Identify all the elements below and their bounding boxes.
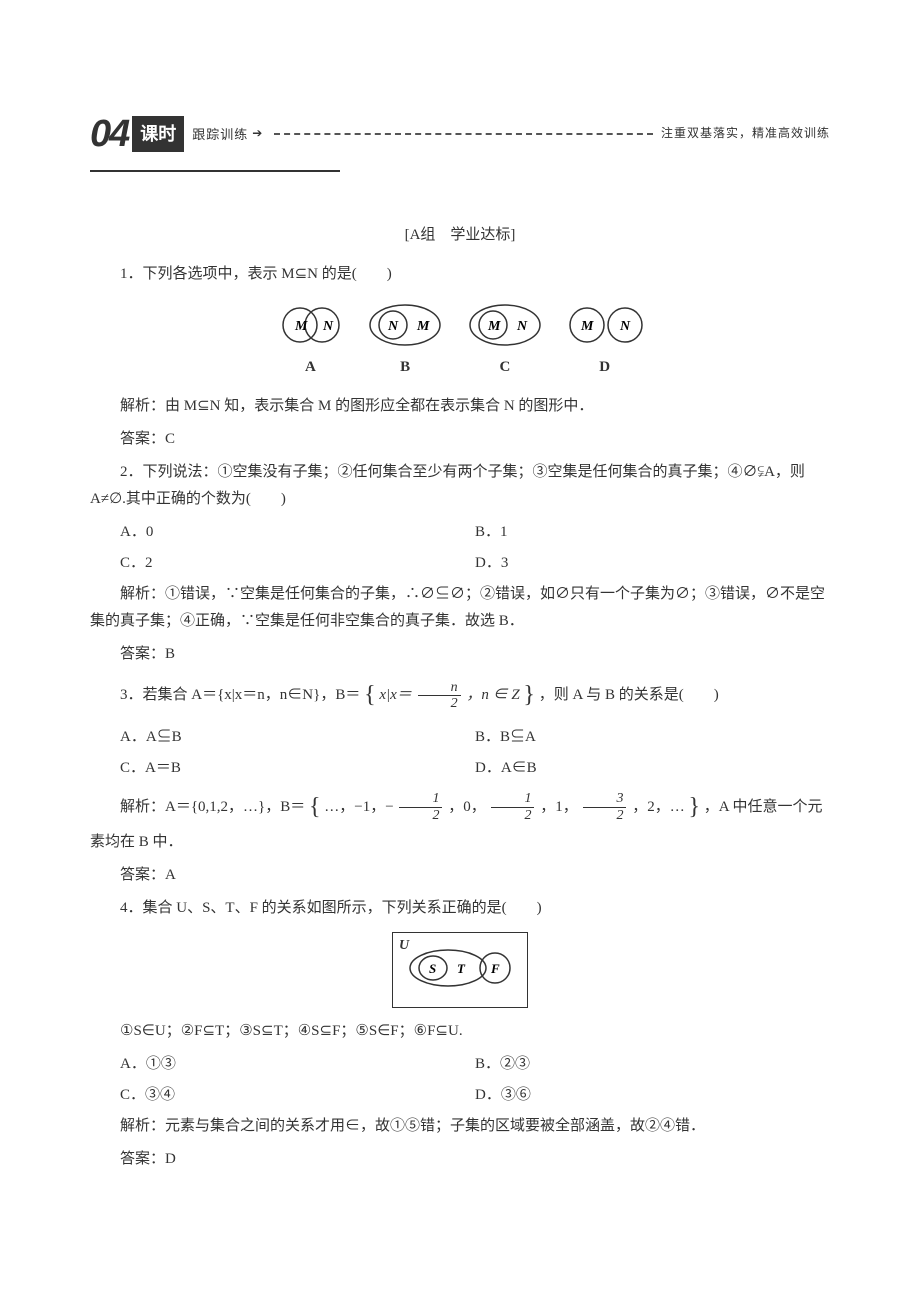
- q2-choice-a: A．0: [120, 519, 475, 546]
- q3-stem-suffix: ，则 A 与 B 的关系是( ): [539, 687, 719, 703]
- q1-venn-d: M N D: [565, 300, 645, 381]
- q3-analysis-prefix: 解析：A＝{0,1,2，…}，B＝: [120, 799, 305, 815]
- arrow-icon: ➔: [252, 123, 262, 145]
- q4-diagram: U S T F: [90, 932, 830, 1008]
- q4-choice-b: B．②③: [475, 1051, 830, 1078]
- venn-label-d: D: [565, 354, 645, 381]
- q3-stem-prefix: 3．若集合 A＝{x|x＝n，n∈N}，B＝: [120, 687, 360, 703]
- svg-text:M: M: [487, 319, 501, 334]
- q4-choices-row2: C．③④ D．③⑥: [90, 1082, 830, 1109]
- q3-choice-d: D．A∈B: [475, 755, 830, 782]
- q1-analysis: 解析：由 M⊆N 知，表示集合 M 的图形应全都在表示集合 N 的图形中．: [90, 393, 830, 420]
- q2-stem: 2．下列说法：①空集没有子集；②任何集合至少有两个子集；③空集是任何集合的真子集…: [90, 459, 830, 513]
- page-header: 04 课时 跟踪训练 ➔ 注重双基落实，精准高效训练: [90, 100, 830, 168]
- q1-answer: 答案：C: [90, 426, 830, 453]
- q2-answer: 答案：B: [90, 641, 830, 668]
- q4-statements: ①S∈U；②F⊆T；③S⊆T；④S⊆F；⑤S∈F；⑥F⊆U.: [90, 1018, 830, 1045]
- chapter-number: 04: [90, 100, 128, 168]
- q3-choice-c: C．A＝B: [120, 755, 475, 782]
- q2-analysis: 解析：①错误，∵空集是任何集合的子集，∴∅⊆∅；②错误，如∅只有一个子集为∅；③…: [90, 581, 830, 635]
- chapter-label: 课时: [132, 116, 184, 152]
- frac-den: 2: [418, 696, 461, 711]
- q3-set-suffix: ，n ∈ Z: [466, 687, 519, 703]
- q3-choices-row2: C．A＝B D．A∈B: [90, 755, 830, 782]
- q4-stem: 4．集合 U、S、T、F 的关系如图所示，下列关系正确的是( ): [90, 895, 830, 922]
- q4-choices-row1: A．①③ B．②③: [90, 1051, 830, 1078]
- svg-text:F: F: [490, 961, 500, 976]
- q3-answer: 答案：A: [90, 862, 830, 889]
- q3-stem: 3．若集合 A＝{x|x＝n，n∈N}，B＝ { x|x＝ n2 ，n ∈ Z …: [90, 674, 830, 717]
- q4-choice-a: A．①③: [120, 1051, 475, 1078]
- section-title: [A组 学业达标]: [90, 222, 830, 249]
- venn-label-a: A: [275, 354, 345, 381]
- q1-venn-c: M N C: [465, 300, 545, 381]
- q4-analysis: 解析：元素与集合之间的关系才用∈，故①⑤错；子集的区域要被全部涵盖，故②④错．: [90, 1113, 830, 1140]
- q1-stem: 1．下列各选项中，表示 M⊆N 的是( ): [90, 261, 830, 288]
- q2-choice-d: D．3: [475, 550, 830, 577]
- svg-text:N: N: [516, 319, 528, 334]
- frac-num: n: [418, 680, 461, 696]
- q1-diagrams: M N A N M B M N C M N D: [90, 300, 830, 381]
- q3-analysis: 解析：A＝{0,1,2，…}，B＝ { …，−1，− 12 ，0， 12 ，1，…: [90, 786, 830, 856]
- svg-text:T: T: [457, 961, 466, 976]
- svg-text:M: M: [580, 319, 594, 334]
- q3-set-inner: x|x＝: [379, 687, 411, 703]
- venn-label-c: C: [465, 354, 545, 381]
- dash-divider: [274, 133, 653, 135]
- venn-label-b: B: [365, 354, 445, 381]
- q2-choice-b: B．1: [475, 519, 830, 546]
- q1-venn-a: M N A: [275, 300, 345, 381]
- q4-answer: 答案：D: [90, 1146, 830, 1173]
- q3-analysis-set-prefix: …，−1，−: [324, 799, 393, 815]
- set-n-label: N: [322, 319, 334, 334]
- q4-choice-d: D．③⑥: [475, 1082, 830, 1109]
- svg-text:N: N: [619, 319, 631, 334]
- q2-choices-row2: C．2 D．3: [90, 550, 830, 577]
- u-label: U: [399, 933, 409, 958]
- tagline: 注重双基落实，精准高效训练: [661, 123, 830, 145]
- sub-label: 跟踪训练: [192, 123, 248, 146]
- q3-choices-row1: A．A⊆B B．B⊆A: [90, 724, 830, 751]
- q2-choice-c: C．2: [120, 550, 475, 577]
- q1-venn-b: N M B: [365, 300, 445, 381]
- set-m-label: M: [294, 319, 308, 334]
- q3-choice-b: B．B⊆A: [475, 724, 830, 751]
- q4-choice-c: C．③④: [120, 1082, 475, 1109]
- svg-text:N: N: [387, 319, 399, 334]
- header-underline: [90, 170, 340, 172]
- svg-text:M: M: [416, 319, 430, 334]
- q3-choice-a: A．A⊆B: [120, 724, 475, 751]
- svg-text:S: S: [429, 961, 436, 976]
- q2-choices-row1: A．0 B．1: [90, 519, 830, 546]
